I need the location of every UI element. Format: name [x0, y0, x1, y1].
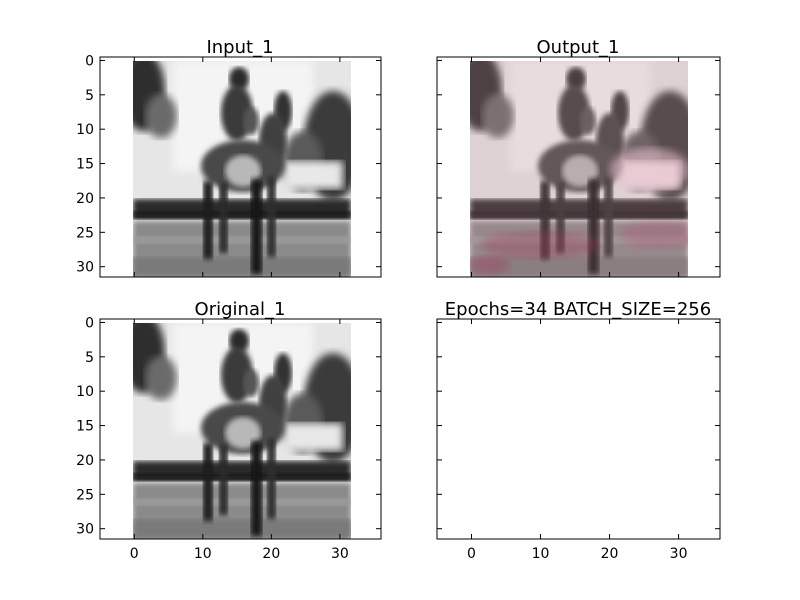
- y-axis: [437, 59, 720, 268]
- axes-frame: [99, 56, 382, 278]
- x-axis: 0 10 20 30: [467, 319, 687, 562]
- y-axis: [437, 321, 720, 530]
- subplot-title: Epochs=34 BATCH_SIZE=256: [445, 299, 711, 320]
- axes-frame: [99, 318, 382, 540]
- y-tick-label: 0: [85, 315, 94, 331]
- x-tick-label: 30: [331, 546, 349, 562]
- subplot-original-1: Original_1 0 5 10 15 20 25 30 0 10 20 30: [76, 299, 382, 562]
- y-tick-label: 10: [76, 122, 94, 138]
- y-tick-label: 10: [76, 384, 94, 400]
- y-tick-label: 25: [76, 487, 94, 503]
- x-tick-label: 10: [532, 546, 550, 562]
- y-tick-label: 20: [76, 191, 94, 207]
- x-tick-label: 30: [670, 546, 688, 562]
- axes-frame: [436, 56, 721, 278]
- x-tick-label: 0: [130, 546, 139, 562]
- y-tick-label: 30: [76, 260, 94, 276]
- y-tick-label: 30: [76, 522, 94, 538]
- subplot-title: Output_1: [537, 37, 620, 58]
- y-tick-label: 0: [85, 53, 94, 69]
- y-axis: 0 5 10 15 20 25 30: [76, 53, 381, 276]
- x-tick-label: 10: [194, 546, 212, 562]
- y-axis: 0 5 10 15 20 25 30: [76, 315, 381, 538]
- subplot-empty: Epochs=34 BATCH_SIZE=256 0 10 20 30: [436, 299, 721, 562]
- x-tick-label: 20: [262, 546, 280, 562]
- y-tick-label: 5: [85, 350, 94, 366]
- subplot-input-1: Input_1 0 5 10 15 20 25 30: [76, 37, 382, 278]
- subplot-title: Input_1: [206, 37, 273, 58]
- y-tick-label: 5: [85, 88, 94, 104]
- image-original-1: [121, 313, 363, 539]
- x-axis: [133, 57, 341, 277]
- subplot-title: Original_1: [195, 299, 286, 320]
- y-tick-label: 15: [76, 419, 94, 435]
- axes-frame: [436, 318, 721, 540]
- y-tick-label: 25: [76, 225, 94, 241]
- x-axis: 0 10 20 30: [130, 319, 349, 562]
- image-input-1: [121, 51, 363, 277]
- x-tick-label: 20: [601, 546, 619, 562]
- x-axis: [471, 57, 680, 277]
- y-tick-label: 20: [76, 453, 94, 469]
- subplot-output-1: Output_1: [436, 37, 721, 278]
- x-tick-label: 0: [467, 546, 476, 562]
- y-tick-label: 15: [76, 157, 94, 173]
- image-output-1: [470, 61, 688, 277]
